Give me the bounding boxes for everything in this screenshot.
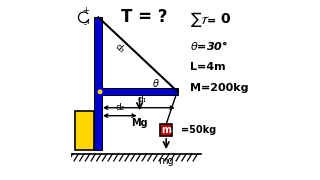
Text: L=4m: L=4m — [190, 62, 226, 72]
Text: 0: 0 — [220, 12, 230, 26]
Bar — [94, 17, 102, 150]
Text: mg: mg — [158, 156, 174, 166]
Bar — [75, 111, 94, 150]
Text: $\theta$=30°: $\theta$=30° — [190, 39, 228, 52]
Text: d₁: d₁ — [138, 95, 147, 104]
Circle shape — [96, 88, 104, 96]
Text: Mg: Mg — [131, 118, 148, 128]
Text: T = ?: T = ? — [121, 8, 167, 26]
Text: -: - — [84, 20, 87, 29]
Text: d₃: d₃ — [114, 42, 127, 55]
Text: m: m — [161, 125, 171, 135]
Text: $\sum\mathcal{T}$=: $\sum\mathcal{T}$= — [190, 10, 217, 29]
Text: =50kg: =50kg — [181, 125, 216, 135]
Text: d₂: d₂ — [115, 103, 124, 112]
Text: M=200kg: M=200kg — [190, 83, 249, 93]
Text: θ: θ — [153, 79, 159, 89]
Bar — [102, 88, 178, 95]
Bar — [160, 124, 172, 136]
Text: +: + — [82, 6, 89, 15]
